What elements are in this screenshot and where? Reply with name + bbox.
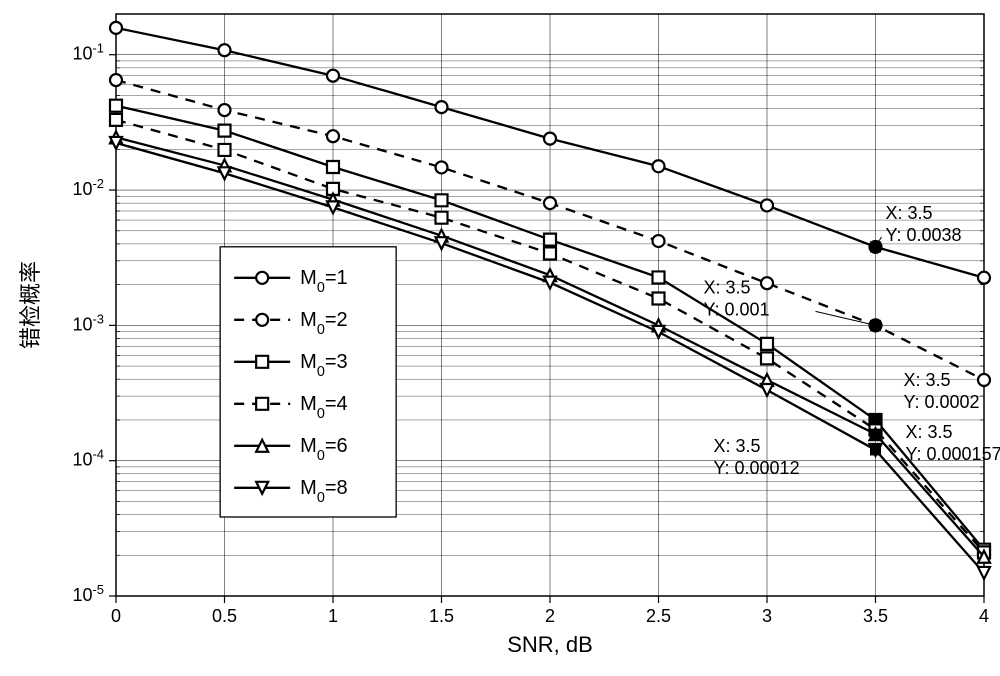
legend: M0=1M0=2M0=3M0=4M0=6M0=8	[220, 247, 396, 517]
datatip-label: Y: 0.00012	[714, 458, 800, 478]
datatip-label: Y: 0.001	[704, 299, 770, 319]
datatip-label: X: 3.5	[714, 436, 761, 456]
x-tick-label: 1	[328, 606, 338, 626]
datatip-label: Y: 0.0001571	[906, 444, 1000, 464]
x-tick-label: 3.5	[863, 606, 888, 626]
datatip-label: X: 3.5	[904, 370, 951, 390]
x-tick-label: 0	[111, 606, 121, 626]
datatip-marker	[870, 429, 881, 440]
x-tick-label: 0.5	[212, 606, 237, 626]
chart-container: 00.511.522.533.54SNR, dB10-510-410-310-2…	[0, 0, 1000, 676]
x-axis-label: SNR, dB	[507, 632, 593, 657]
datatip-label: X: 3.5	[704, 277, 751, 297]
x-tick-label: 2	[545, 606, 555, 626]
y-axis-label: 错检概率	[18, 261, 43, 349]
chart-bg	[0, 0, 1000, 676]
datatip-label: X: 3.5	[906, 422, 953, 442]
datatip-label: Y: 0.0002	[904, 392, 980, 412]
datatip-marker	[870, 414, 881, 425]
x-tick-label: 2.5	[646, 606, 671, 626]
x-tick-label: 1.5	[429, 606, 454, 626]
datatip-label: X: 3.5	[886, 203, 933, 223]
datatip-marker	[870, 444, 881, 455]
x-tick-label: 4	[979, 606, 989, 626]
x-tick-label: 3	[762, 606, 772, 626]
datatip-label: Y: 0.0038	[886, 225, 962, 245]
